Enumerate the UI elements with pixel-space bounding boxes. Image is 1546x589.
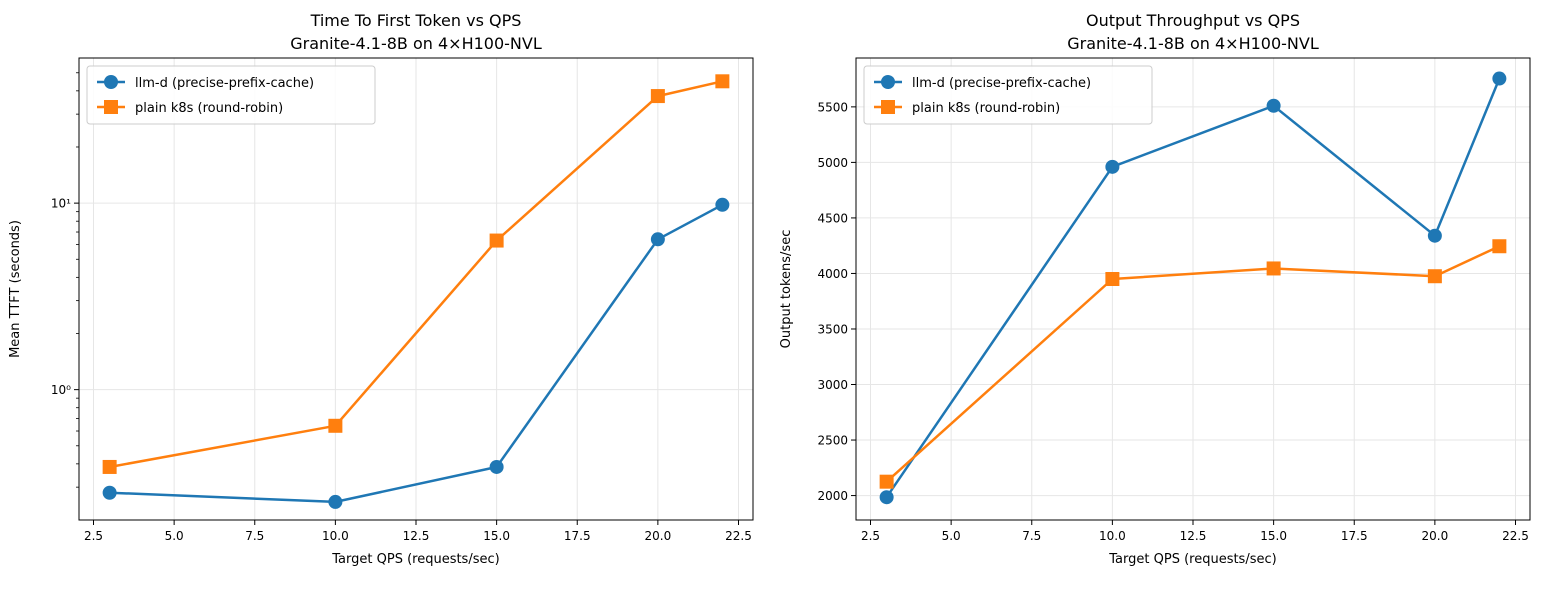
- legend-marker: [881, 100, 895, 114]
- x-tick-label: 7.5: [1022, 529, 1041, 543]
- data-point: [1105, 159, 1120, 174]
- data-point: [1105, 272, 1120, 287]
- chart-title: Time To First Token vs QPS: [310, 11, 522, 30]
- data-point: [328, 418, 343, 433]
- y-axis-label: Output tokens/sec: [779, 230, 794, 349]
- chart-subtitle: Granite-4.1-8B on 4×H100-NVL: [290, 34, 542, 53]
- x-axis-label: Target QPS (requests/sec): [1108, 552, 1276, 567]
- data-point: [1427, 269, 1442, 284]
- chart-subtitle: Granite-4.1-8B on 4×H100-NVL: [1067, 34, 1319, 53]
- legend-marker: [104, 75, 118, 89]
- y-tick-label: 10⁰: [51, 383, 71, 397]
- data-point: [650, 89, 665, 104]
- legend-marker: [881, 75, 895, 89]
- data-point: [715, 197, 730, 212]
- x-axis-label: Target QPS (requests/sec): [331, 552, 499, 567]
- data-point: [102, 485, 117, 500]
- throughput-chart: 2.5 5.0 7.5 10.0 12.5 15.0 17.5 20.0 22.5 2000 250…: [779, 11, 1531, 567]
- x-tick-label: 20.0: [645, 529, 672, 543]
- x-tick-label: 12.5: [403, 529, 430, 543]
- x-tick-label: 10.0: [1099, 529, 1126, 543]
- data-point: [328, 494, 343, 509]
- y-tick-label: 4500: [817, 211, 848, 225]
- x-tick-label: 5.0: [942, 529, 961, 543]
- x-tick-label: 15.0: [1260, 529, 1287, 543]
- y-tick-label: 3000: [817, 378, 848, 392]
- x-tick-label: 12.5: [1180, 529, 1207, 543]
- legend-box: [86, 65, 376, 125]
- x-tick-label: 2.5: [861, 529, 880, 543]
- x-tick-label: 2.5: [84, 529, 103, 543]
- x-tick-label: 17.5: [1341, 529, 1368, 543]
- x-tick-label: 15.0: [483, 529, 510, 543]
- x-tick-label: 5.0: [165, 529, 184, 543]
- y-axis-label: Mean TTFT (seconds): [8, 220, 23, 358]
- data-point: [650, 232, 665, 247]
- legend: llm-d (precise-prefix-cache) plain k8s (r…: [863, 65, 1153, 125]
- legend-label: plain k8s (round-robin): [135, 101, 283, 116]
- y-tick-label: 2500: [817, 434, 848, 448]
- x-tick-label: 22.5: [1502, 529, 1529, 543]
- y-tick-label: 5500: [817, 100, 848, 114]
- y-tick-label: 4000: [817, 267, 848, 281]
- legend-label: llm-d (precise-prefix-cache): [912, 76, 1091, 91]
- y-tick-label: 2000: [817, 489, 848, 503]
- chart-title: Output Throughput vs QPS: [1086, 11, 1300, 30]
- legend-label: plain k8s (round-robin): [912, 101, 1060, 116]
- data-point: [102, 459, 117, 474]
- x-tick-label: 10.0: [322, 529, 349, 543]
- legend-box: [863, 65, 1153, 125]
- x-tick-label: 17.5: [564, 529, 591, 543]
- data-point: [1492, 71, 1507, 86]
- legend: llm-d (precise-prefix-cache) plain k8s (r…: [86, 65, 376, 125]
- data-point: [489, 459, 504, 474]
- y-tick-label: 10¹: [51, 197, 71, 211]
- y-tick-label: 3500: [817, 322, 848, 336]
- legend-marker: [104, 100, 118, 114]
- data-point: [1266, 98, 1281, 113]
- data-point: [879, 490, 894, 505]
- x-tick-label: 20.0: [1422, 529, 1449, 543]
- data-point: [715, 74, 730, 89]
- y-tick-label: 5000: [817, 156, 848, 170]
- ttft-chart: 2.5 5.0 7.5 10.0 12.5 15.0 17.5 20.0 22.5 10⁰ 10¹ T…: [8, 11, 754, 567]
- x-tick-label: 22.5: [725, 529, 752, 543]
- data-point: [489, 233, 504, 248]
- data-point: [1427, 228, 1442, 243]
- x-tick-label: 7.5: [245, 529, 264, 543]
- data-point: [1266, 261, 1281, 276]
- legend-label: llm-d (precise-prefix-cache): [135, 76, 314, 91]
- data-point: [1492, 239, 1507, 254]
- data-point: [879, 474, 894, 489]
